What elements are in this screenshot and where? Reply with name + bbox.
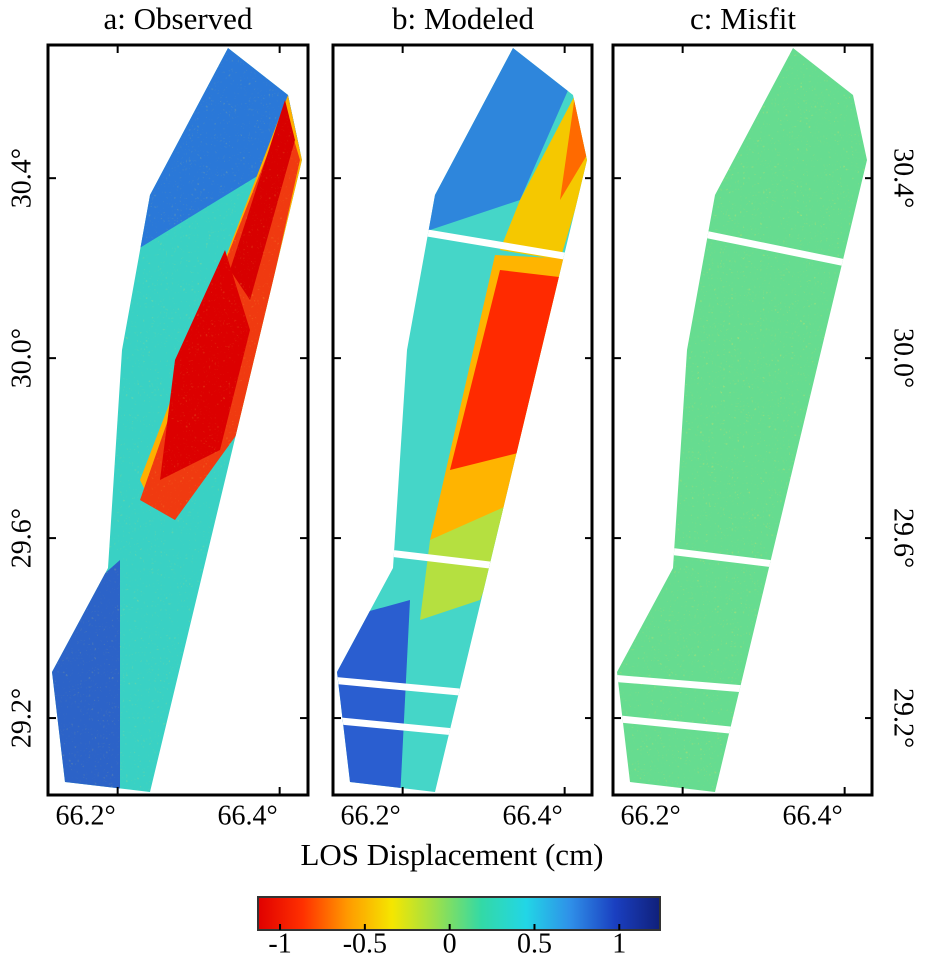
modeled-swath: [337, 48, 587, 792]
colorbar-tick-label: -0.5: [343, 928, 387, 959]
y-tick-label: 29.6°: [6, 508, 37, 568]
colorbar-tick-label: 1: [612, 928, 626, 959]
panel-frame: [611, 43, 874, 797]
panel-title: a: Observed: [104, 1, 253, 36]
y-tick-label: 29.2°: [6, 688, 37, 748]
panel-frame: [331, 43, 594, 797]
colorbar-tick-label: 0: [443, 928, 457, 959]
y-tick-label: 30.4°: [888, 148, 919, 208]
colorbar-tick-label: -1: [268, 928, 291, 959]
y-tick-label: 29.2°: [888, 688, 919, 748]
panel-title: c: Misfit: [690, 1, 796, 36]
panel-frame: [46, 43, 310, 797]
colorbar: [257, 896, 661, 931]
y-tick-label: 30.0°: [888, 328, 919, 388]
y-tick-label: 29.6°: [888, 508, 919, 568]
y-tick-label: 30.4°: [6, 148, 37, 208]
x-tick-label: 66.2°: [341, 800, 401, 831]
y-tick-label: 30.0°: [6, 328, 37, 388]
x-tick-label: 66.2°: [56, 800, 116, 831]
x-tick-label: 66.4°: [218, 800, 278, 831]
x-tick-label: 66.4°: [783, 800, 843, 831]
observed-swath: [52, 48, 302, 792]
x-tick-label: 66.4°: [503, 800, 563, 831]
colorbar-tick-label: 0.5: [517, 928, 552, 959]
colorbar-label: LOS Displacement (cm): [300, 837, 603, 872]
misfit-swath: [617, 48, 867, 792]
x-tick-label: 66.2°: [621, 800, 681, 831]
panel-title: b: Modeled: [392, 1, 535, 36]
